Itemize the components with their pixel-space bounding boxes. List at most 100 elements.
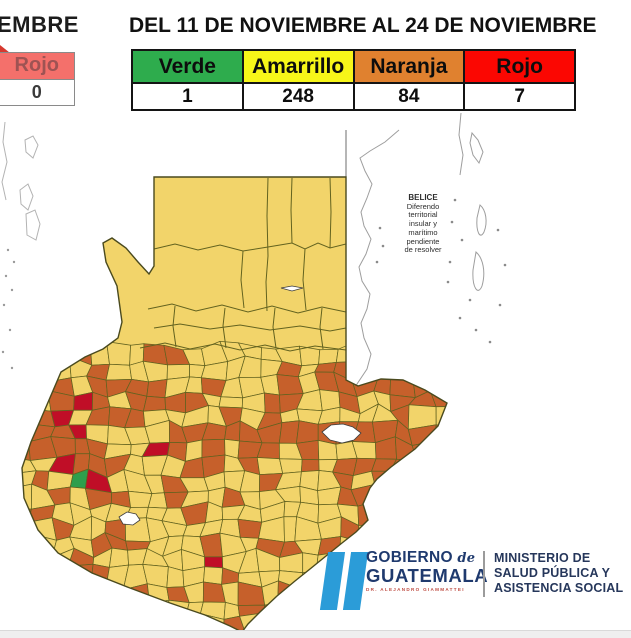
lake-peten-itza <box>280 285 304 292</box>
municipality-cell <box>446 453 447 471</box>
municipality-cell <box>388 355 418 380</box>
table-header-cell-naranja: Naranja <box>354 51 466 84</box>
lake-izabal <box>321 423 362 444</box>
municipality-cell <box>467 452 493 472</box>
municipality-cell <box>408 490 435 509</box>
municipality-cell <box>448 520 472 541</box>
table-value-cell-rojo: 7 <box>465 84 574 109</box>
ministry-name: MINISTERIO DE SALUD PÚBLICA Y ASISTENCIA… <box>494 551 624 595</box>
municipality-cell <box>22 356 38 381</box>
left-title-fragment: EMBRE <box>0 12 79 37</box>
municipality-cell <box>22 420 30 445</box>
table-header-cell-rojo: Rojo <box>465 51 574 84</box>
municipality-cell <box>106 341 131 366</box>
table-value-cell-verde: 1 <box>133 84 244 109</box>
municipality-cell <box>264 392 281 414</box>
municipality-cell <box>371 470 391 489</box>
municipality-cell <box>203 566 224 585</box>
municipality-cell <box>22 508 32 527</box>
municipality-cell <box>389 470 418 492</box>
municipality-cell <box>432 467 447 493</box>
municipality-cell <box>28 564 49 587</box>
municipality-cell <box>143 599 170 616</box>
municipality-cell <box>127 490 153 508</box>
municipality-cell <box>408 506 436 519</box>
municipality-cell <box>467 520 491 541</box>
municipality-cell <box>390 507 410 522</box>
municipality-cell <box>295 420 319 444</box>
municipality-cell <box>475 437 493 454</box>
municipality-cell <box>409 474 435 493</box>
municipality-cell <box>429 505 447 525</box>
municipality-cell <box>429 491 447 509</box>
municipality-cell <box>302 552 319 574</box>
belize-label: BELICE <box>408 193 438 202</box>
summary-table: Verde Amarrillo Naranja Rojo 1 248 84 7 <box>131 49 576 111</box>
municipality-cell <box>109 595 129 619</box>
municipality-cell <box>391 596 418 622</box>
municipality-cell <box>467 425 492 440</box>
municipality-cell <box>142 395 166 412</box>
municipality-cell <box>22 521 32 540</box>
municipality-cell <box>430 355 447 380</box>
municipality-cell <box>374 483 392 510</box>
municipality-cell <box>378 596 396 619</box>
municipality-cell <box>431 603 447 621</box>
municipality-cell <box>65 583 92 606</box>
municipality-cell <box>48 341 72 363</box>
gobierno-logo-text: GOBIERNO de GUATEMALA DR. ALEJANDRO GIAM… <box>366 550 488 592</box>
municipality-cell <box>372 355 392 377</box>
municipality-cell <box>411 600 438 622</box>
municipality-cell <box>52 602 77 621</box>
municipality-cell <box>454 468 470 493</box>
municipality-cell <box>358 339 374 362</box>
municipality-cell <box>452 425 475 439</box>
municipality-cell <box>473 396 492 411</box>
municipality-cell <box>472 366 492 377</box>
municipality-cell <box>388 339 419 365</box>
municipality-cell <box>389 487 411 509</box>
municipality-cell <box>22 595 35 622</box>
municipality-cell <box>146 378 168 399</box>
page-title: DEL 11 DE NOVIEMBRE AL 24 DE NOVIEMBRE <box>129 14 597 37</box>
municipality-cell <box>412 355 434 380</box>
municipality-cell <box>22 390 34 415</box>
municipality-cell <box>318 348 339 365</box>
left-table-value-cell: 0 <box>0 79 75 106</box>
municipality-cell <box>87 586 112 606</box>
municipality-cell <box>300 599 319 622</box>
left-partial-table: Rojo 0 <box>0 52 75 106</box>
municipality-cell <box>31 581 54 607</box>
table-value-cell-amarillo: 248 <box>243 84 355 109</box>
municipality-cell <box>452 362 473 379</box>
municipality-cell <box>408 517 436 534</box>
municipality-cell <box>218 396 244 409</box>
municipality-cell <box>301 585 319 601</box>
municipality-cell <box>22 408 32 425</box>
municipality-cell <box>22 585 35 607</box>
municipality-cell <box>22 379 35 397</box>
municipality-cell <box>299 345 321 367</box>
municipality-mesh <box>22 339 493 632</box>
municipality-cell <box>473 376 492 398</box>
municipality-cell <box>105 363 133 381</box>
municipality-cell <box>408 343 434 365</box>
red-wedge-decoration <box>0 45 9 58</box>
guatemala-label: GUATEMALA <box>366 564 489 586</box>
municipality-cell <box>262 602 280 616</box>
municipality-cell <box>472 601 492 620</box>
municipality-cell <box>434 516 447 537</box>
municipality-cell <box>30 389 52 412</box>
municipality-cell <box>201 438 226 458</box>
municipality-cell <box>47 564 74 584</box>
municipality-cell <box>472 344 487 366</box>
summary-value-row: 1 248 84 7 <box>133 84 574 109</box>
municipality-cell <box>277 600 304 622</box>
municipality-cell <box>22 550 31 573</box>
table-header-cell-amarillo: Amarrillo <box>243 51 355 84</box>
municipality-cell <box>87 595 112 617</box>
municipality-cell <box>429 375 447 396</box>
municipality-cell <box>36 343 53 363</box>
